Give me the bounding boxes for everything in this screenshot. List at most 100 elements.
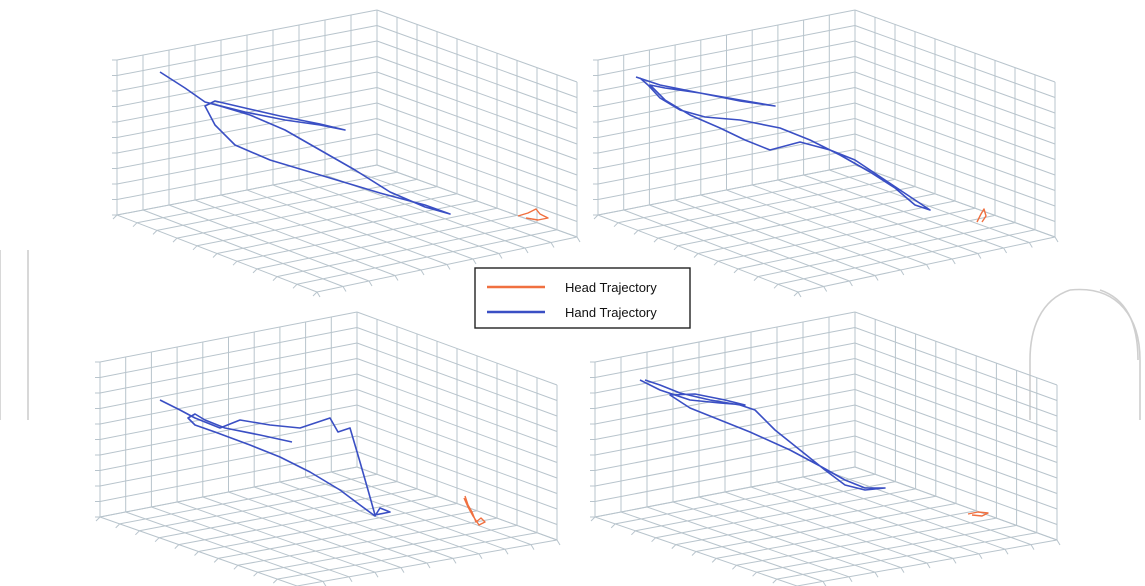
grid-line: [356, 435, 558, 510]
axis-tick: [252, 268, 258, 274]
grid-line: [356, 466, 558, 541]
axis-tick: [610, 523, 616, 529]
axis-tick: [711, 558, 717, 563]
axis-tick: [342, 286, 347, 292]
axis-tick: [316, 291, 321, 298]
grid-line: [276, 222, 538, 278]
axis-tick: [752, 571, 757, 577]
grid-line: [331, 471, 532, 546]
grid-line: [854, 466, 1058, 541]
grid-line: [237, 517, 498, 566]
grid-line: [356, 451, 558, 525]
axis-tick: [978, 553, 983, 560]
grid-line: [277, 532, 538, 580]
axis-tick: [152, 230, 158, 235]
axis-tick: [1030, 544, 1035, 550]
grid-line: [716, 510, 977, 559]
grid-line: [597, 102, 856, 154]
hand-trajectory-bottom-right: [639, 379, 886, 491]
axis-tick: [524, 247, 529, 254]
axis-tick: [631, 530, 636, 536]
hand-trajectory-top-left: [159, 71, 451, 215]
axis-tick: [713, 260, 719, 266]
axis-tick: [977, 253, 982, 259]
grid-line: [854, 149, 1056, 222]
axis-tick: [952, 558, 957, 564]
axis-tick: [673, 245, 679, 251]
grid-line: [99, 420, 358, 471]
axis-tick: [172, 237, 178, 243]
axis-tick: [900, 269, 905, 276]
plot-axes-bottom-left: [95, 311, 561, 586]
grid-line: [594, 435, 856, 487]
legend-label-hand: Hand Trajectory: [565, 305, 657, 320]
grid-line: [376, 133, 578, 207]
axis-tick: [753, 276, 759, 281]
axis-tick: [590, 516, 596, 522]
plot-axes-bottom-right: [590, 311, 1061, 586]
legend-label-head: Head Trajectory: [565, 280, 657, 295]
grid-line: [802, 476, 1006, 550]
axis-tick: [693, 253, 699, 258]
grid-line: [854, 133, 1056, 207]
axis-tick: [132, 222, 138, 228]
axis-tick: [1003, 247, 1008, 254]
axis-tick: [504, 548, 509, 555]
axis-tick: [823, 286, 828, 292]
grid-line: [854, 420, 1058, 494]
grid-line: [597, 118, 856, 169]
grid-line: [757, 222, 1016, 278]
axis-tick: [272, 276, 278, 281]
legend-box: [474, 267, 691, 329]
axis-tick: [556, 539, 561, 546]
head-trajectory-top-left: [517, 208, 549, 221]
axis-tick: [348, 576, 353, 583]
grid-line: [597, 149, 856, 200]
grid-line: [695, 503, 957, 552]
axis-tick: [733, 268, 739, 274]
axis-tick: [691, 551, 697, 556]
axis-tick: [394, 275, 399, 281]
grid-line: [376, 149, 578, 222]
axis-tick: [874, 275, 879, 281]
grid-line: [854, 102, 1056, 176]
axis-tick: [374, 571, 379, 578]
axis-tick: [797, 291, 802, 298]
grid-line: [594, 420, 856, 471]
grid-line: [750, 486, 954, 559]
grid-line: [256, 214, 518, 270]
legend: Head Trajectory Hand Trajectory: [474, 267, 691, 329]
axis-tick: [233, 564, 239, 570]
grid-line: [854, 389, 1058, 463]
axis-tick: [772, 578, 778, 584]
grid-line: [350, 169, 552, 243]
grid-line: [279, 481, 480, 555]
axis-tick: [478, 553, 483, 560]
grid-line: [376, 102, 578, 176]
axis-tick: [732, 564, 737, 570]
grid-line: [737, 214, 996, 270]
plot-axes-top-right: [593, 9, 1059, 298]
axis-tick: [212, 253, 218, 258]
head-trajectory-bottom-left: [463, 495, 486, 526]
grid-line: [854, 451, 1058, 525]
axis-tick: [951, 258, 956, 265]
series-layer: [159, 71, 989, 526]
grid-line: [218, 510, 478, 559]
axis-tick: [368, 280, 373, 287]
grid-line: [736, 517, 997, 566]
axis-tick: [793, 291, 799, 297]
hand-trajectory-bottom-left: [159, 399, 391, 517]
grid-line: [777, 179, 979, 254]
grid-line: [752, 184, 953, 260]
grid-line: [99, 435, 358, 487]
axis-tick: [1004, 548, 1009, 555]
head-trajectory-bottom-right: [967, 511, 989, 517]
grid-line: [356, 389, 558, 463]
grid-line: [717, 207, 976, 262]
grid-line: [257, 524, 518, 573]
axis-tick: [576, 236, 581, 243]
grid-line: [272, 184, 474, 260]
axis-tick: [253, 571, 258, 577]
grid-line: [99, 451, 358, 502]
